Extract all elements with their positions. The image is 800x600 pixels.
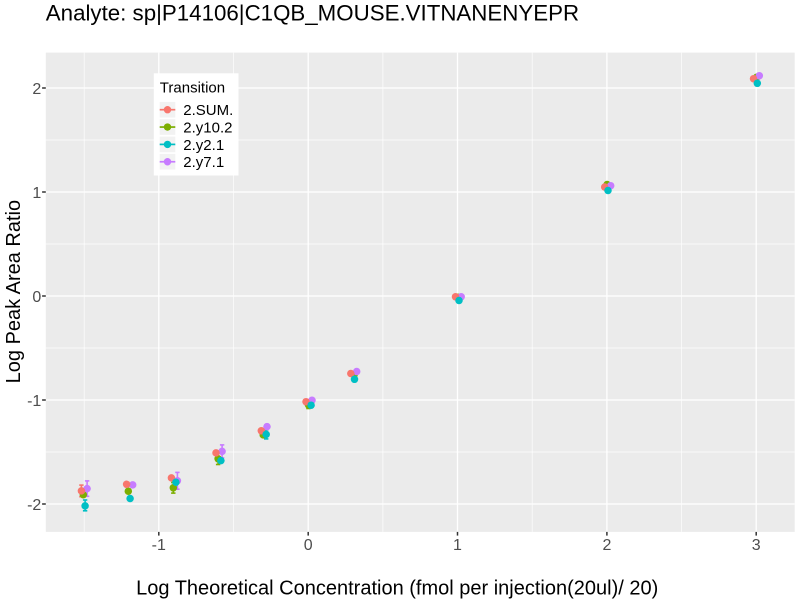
svg-text:-1: -1 [152, 537, 166, 554]
svg-text:2.SUM.: 2.SUM. [183, 102, 233, 119]
svg-text:3: 3 [752, 537, 761, 554]
svg-text:-2: -2 [27, 497, 41, 514]
svg-text:1: 1 [32, 185, 41, 202]
svg-text:Analyte: sp|P14106|C1QB_MOUSE.: Analyte: sp|P14106|C1QB_MOUSE.VITNANENYE… [46, 0, 579, 25]
svg-text:Log Theoretical Concentration: Log Theoretical Concentration (fmol per … [136, 577, 658, 599]
svg-text:Transition: Transition [160, 80, 225, 97]
svg-text:-1: -1 [27, 393, 41, 410]
svg-text:0: 0 [32, 289, 41, 306]
svg-text:1: 1 [453, 537, 462, 554]
svg-text:2.y7.1: 2.y7.1 [183, 154, 224, 171]
svg-text:2.y10.2: 2.y10.2 [183, 119, 232, 136]
svg-text:Log Peak Area Ratio: Log Peak Area Ratio [3, 200, 25, 383]
svg-text:0: 0 [304, 537, 313, 554]
svg-text:2: 2 [602, 537, 611, 554]
svg-text:2.y2.1: 2.y2.1 [183, 137, 224, 154]
svg-text:2: 2 [32, 81, 41, 98]
